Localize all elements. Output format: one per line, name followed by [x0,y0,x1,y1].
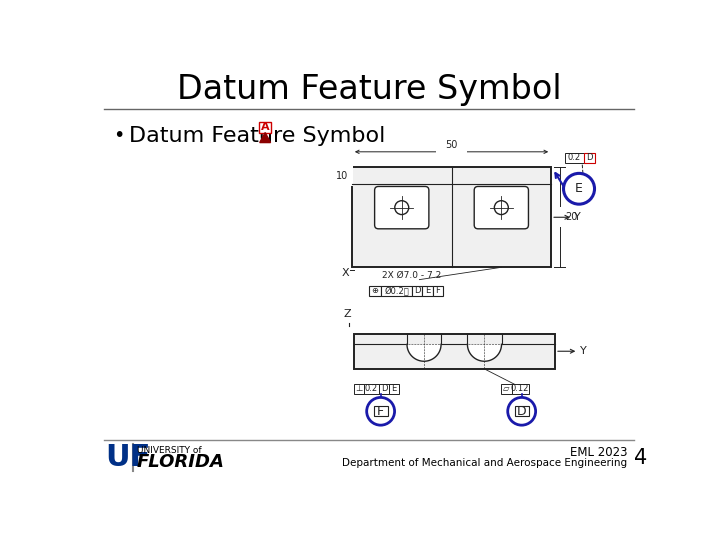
Text: 4: 4 [634,448,647,468]
FancyBboxPatch shape [374,186,429,229]
Text: Datum Feature Symbol: Datum Feature Symbol [176,73,562,106]
Bar [382,286,413,296]
Text: ⊕: ⊕ [372,286,379,295]
Text: •: • [113,126,125,145]
Bar [389,384,399,394]
Text: ▱: ▱ [503,384,510,394]
Text: Z: Z [343,309,351,319]
Text: Ø0.2Ⓜ: Ø0.2Ⓜ [384,286,409,295]
Text: EML 2023: EML 2023 [570,447,627,460]
Circle shape [495,201,508,214]
Text: X: X [341,268,349,279]
Text: E: E [392,384,397,394]
Text: 20: 20 [565,212,577,222]
Text: D: D [381,384,387,394]
Bar [352,167,551,267]
Text: 0.2: 0.2 [568,153,581,163]
Polygon shape [467,345,502,361]
FancyBboxPatch shape [474,186,528,229]
Bar [423,286,433,296]
Text: 10: 10 [336,171,348,181]
Text: F: F [377,405,384,418]
Bar [259,122,271,132]
Text: E: E [425,286,430,295]
Bar [374,406,387,416]
Polygon shape [260,132,271,143]
Text: 2X Ø7.0 - 7.2: 2X Ø7.0 - 7.2 [382,271,441,280]
Circle shape [564,173,595,204]
Text: F: F [435,286,440,295]
Bar [354,384,364,394]
Circle shape [395,201,409,214]
Circle shape [508,397,536,425]
Circle shape [366,397,395,425]
Bar [364,384,379,394]
Bar [433,286,443,296]
Bar [379,384,389,394]
Text: Y: Y [575,212,581,222]
Bar [413,286,423,296]
Text: Department of Mechanical and Aerospace Engineering: Department of Mechanical and Aerospace E… [342,458,627,468]
Bar [565,153,584,163]
Text: ⊥: ⊥ [355,384,362,394]
Bar [369,286,382,296]
Bar [584,153,595,163]
Text: UF: UF [106,443,151,472]
Text: 50: 50 [446,140,458,150]
Text: E: E [575,183,583,195]
Text: 0.12: 0.12 [511,384,529,394]
Text: A: A [261,122,269,132]
Bar [512,384,528,394]
Text: D: D [414,286,420,295]
Text: 0.2: 0.2 [365,384,378,394]
Bar [515,406,528,416]
Text: FLORIDA: FLORIDA [137,453,225,471]
Bar [354,334,555,369]
Bar [500,384,512,394]
Text: Y: Y [580,346,587,356]
Text: D: D [586,153,593,163]
Text: UNIVERSITY of: UNIVERSITY of [138,446,202,455]
Text: Datum Feature Symbol: Datum Feature Symbol [129,126,385,146]
Polygon shape [407,345,441,361]
Text: D: D [517,405,526,418]
